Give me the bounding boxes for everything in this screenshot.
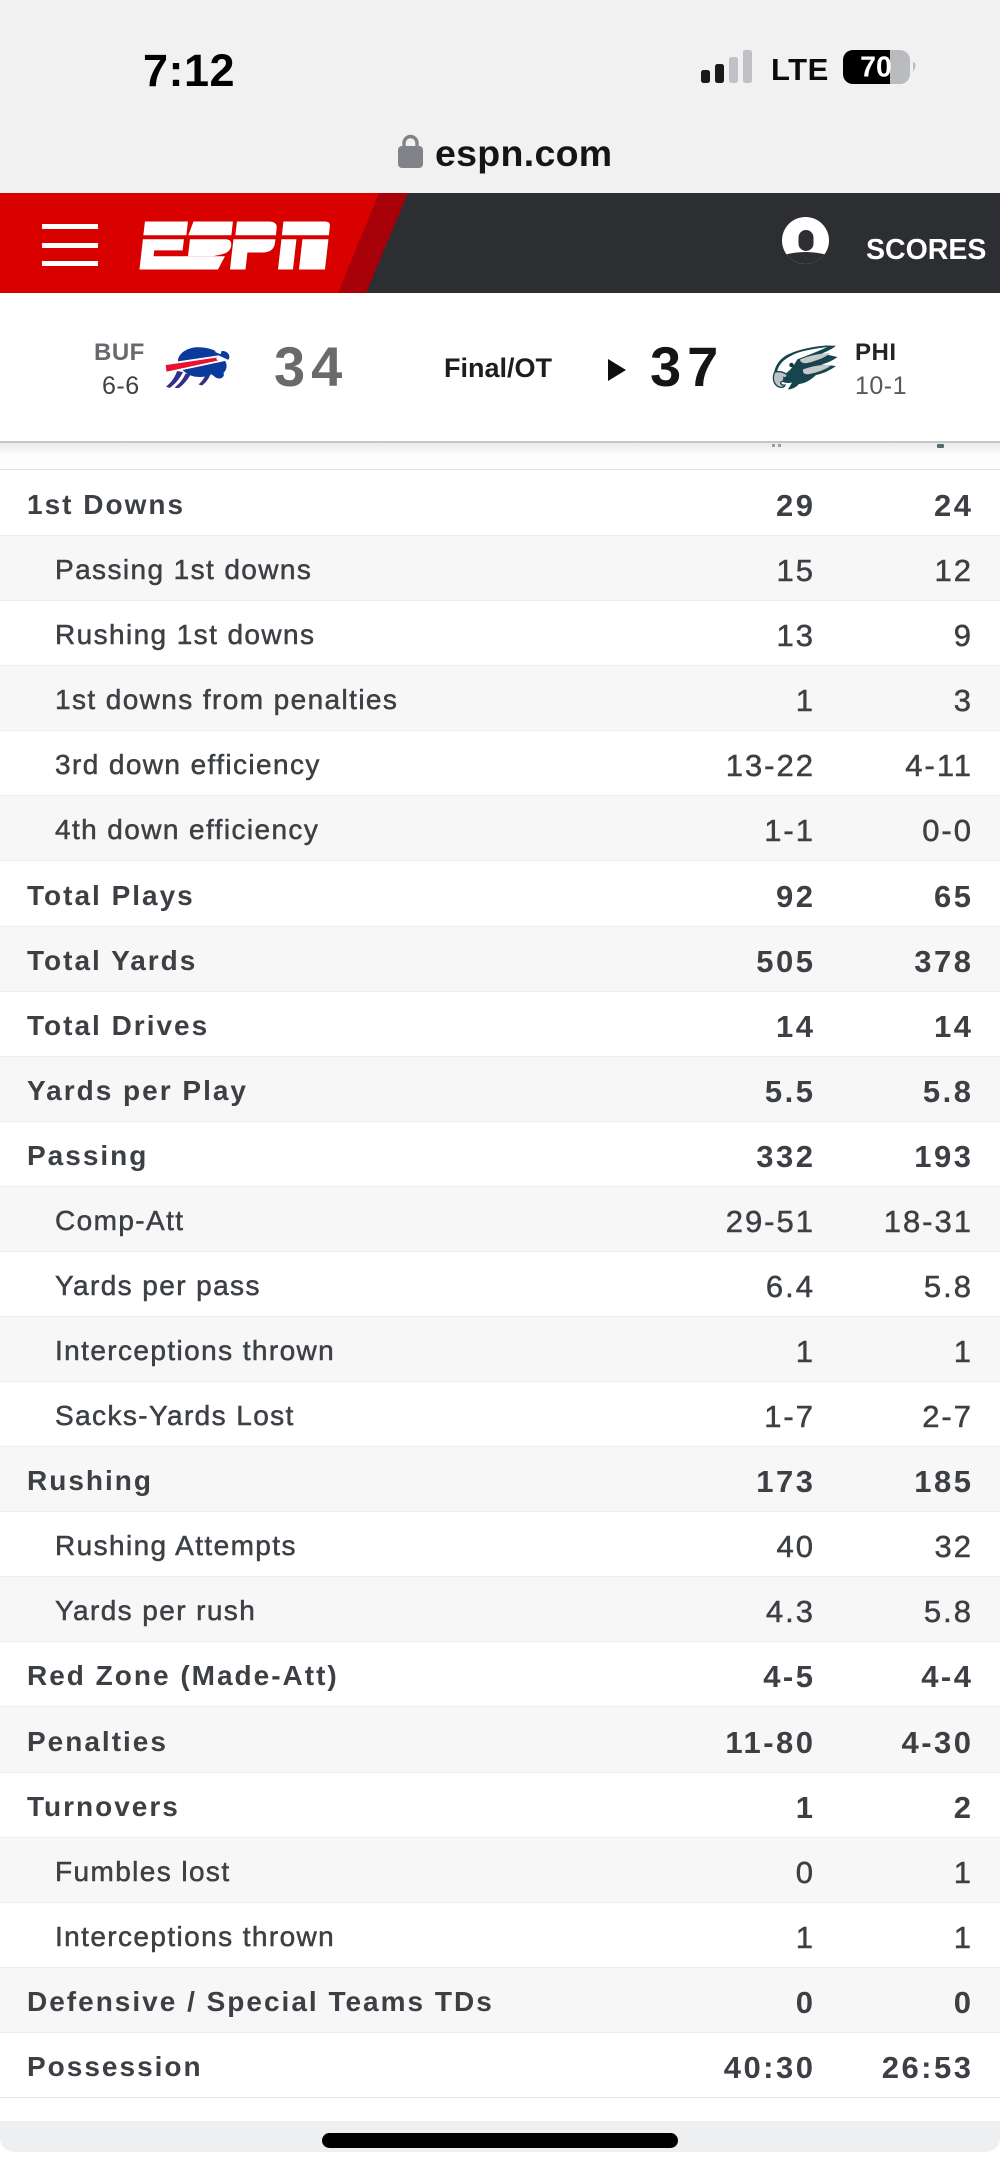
svg-text:70: 70 xyxy=(860,52,892,84)
